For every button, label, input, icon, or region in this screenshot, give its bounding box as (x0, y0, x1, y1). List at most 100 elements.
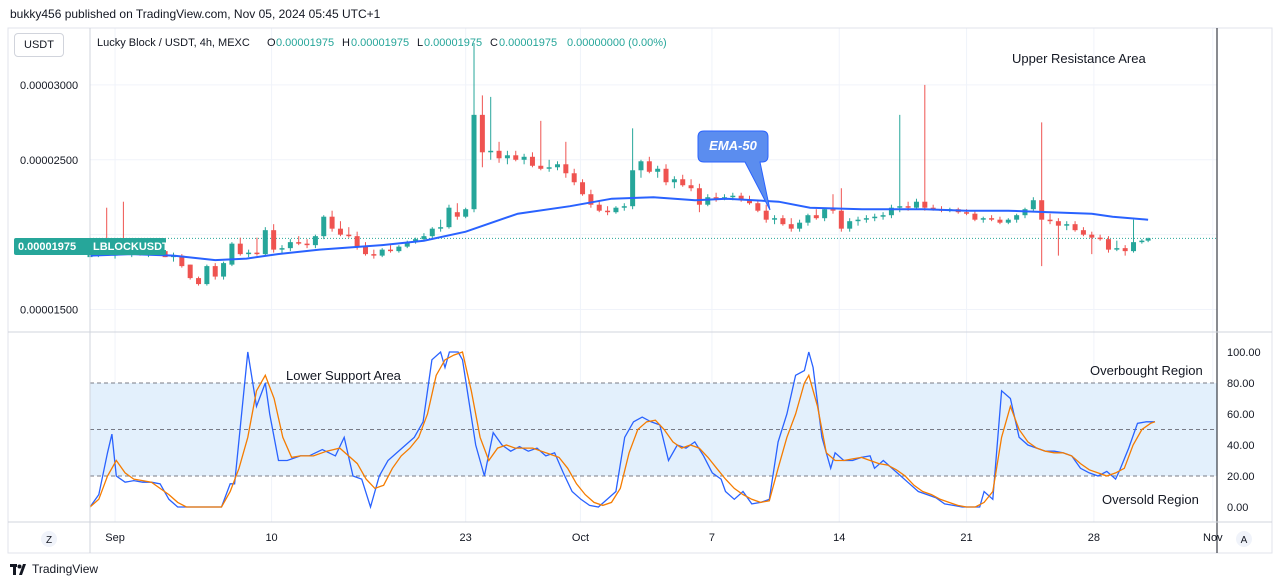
candle (337, 221, 343, 237)
candle (972, 210, 978, 222)
x-tick-label: 23 (460, 532, 472, 544)
legend-c-label: C (490, 37, 498, 49)
x-tick-label: 28 (1088, 532, 1100, 544)
ema-50-line (89, 196, 1149, 262)
log-scale-corner[interactable]: Z (41, 531, 57, 547)
candle (630, 128, 636, 210)
candle (1089, 231, 1095, 255)
overbought-label: Overbought Region (1090, 363, 1203, 378)
candle (813, 209, 819, 220)
auto-scale-corner[interactable]: A (1236, 531, 1252, 547)
candle (580, 179, 586, 196)
candle (463, 207, 469, 219)
legend-h-value: 0.00001975 (351, 37, 409, 49)
candle (304, 239, 310, 249)
price-tick-label: 0.00003000 (20, 80, 78, 92)
candle (1022, 207, 1028, 219)
x-tick-label: Sep (105, 532, 125, 544)
candle (488, 96, 494, 160)
candle (1114, 240, 1120, 252)
brand-text: TradingView (32, 562, 99, 576)
x-tick-label: 7 (709, 532, 715, 544)
candle (346, 227, 352, 238)
candle (1064, 221, 1070, 231)
candle (438, 219, 444, 232)
candle (221, 261, 227, 280)
candle (312, 234, 318, 249)
ema-callout-label: EMA-50 (709, 138, 757, 153)
candle (1055, 218, 1061, 256)
candle (763, 204, 769, 223)
candle (362, 242, 368, 256)
candle (1105, 236, 1111, 253)
candle (521, 153, 527, 165)
candle (613, 206, 619, 214)
price-tick-label: 0.00001500 (20, 305, 78, 317)
price-tag-ticker: LBLOCKUSDT (93, 241, 169, 253)
legend-h-label: H (342, 37, 350, 49)
candle (1039, 122, 1045, 267)
candle (655, 165, 661, 178)
candle (922, 84, 928, 211)
price-tick-label: 0.00002500 (20, 155, 78, 167)
candle (571, 168, 577, 186)
oscillator-tick-label: 20.00 (1227, 471, 1255, 483)
candle (1131, 219, 1137, 253)
candle (772, 215, 778, 225)
candle (855, 216, 861, 226)
candle (1014, 213, 1020, 223)
candle (638, 159, 644, 178)
candle (605, 206, 611, 216)
left-corner-label: Z (46, 535, 52, 546)
candle (279, 245, 285, 255)
candle (246, 249, 252, 258)
candle (1080, 227, 1086, 237)
candle (429, 227, 435, 240)
stoch-k-line (89, 350, 1155, 510)
candle (454, 203, 460, 220)
candle (847, 218, 853, 232)
price-tag: 0.00001975 LBLOCKUSDT (14, 238, 169, 255)
candle (755, 200, 761, 213)
chart-frame (7, 27, 1273, 554)
currency-button[interactable]: USDT (14, 33, 64, 57)
candle (1030, 197, 1036, 213)
legend-l-value: 0.00001975 (424, 37, 482, 49)
candle (646, 156, 652, 174)
candle (563, 141, 569, 178)
candle (913, 198, 919, 210)
candle (379, 248, 385, 258)
candle (1005, 218, 1011, 225)
legend-o-value: 0.00001975 (276, 37, 334, 49)
candle (187, 264, 193, 280)
legend-change: 0.00000000 (0.00%) (567, 37, 667, 49)
candle (479, 95, 485, 168)
candle (546, 159, 552, 172)
candle (287, 239, 293, 252)
candle (838, 188, 844, 232)
candle (196, 276, 202, 286)
candle (1139, 239, 1145, 244)
candle (880, 212, 886, 220)
ema-line (89, 196, 1149, 262)
oscillator-tick-label: 60.00 (1227, 409, 1255, 421)
candle (663, 164, 669, 186)
candle (680, 174, 686, 187)
candle (822, 207, 828, 222)
candle (671, 176, 677, 189)
candle (696, 183, 702, 213)
candle (538, 120, 544, 171)
tradingview-logo-icon (10, 563, 26, 575)
upper-resistance-label: Upper Resistance Area (1012, 51, 1146, 66)
candle (588, 189, 594, 208)
overbought-oversold-band (90, 382, 1217, 477)
candle (1097, 234, 1103, 241)
lower-support-label: Lower Support Area (286, 368, 402, 383)
candle (421, 233, 427, 241)
candles (87, 42, 1151, 286)
candle (989, 215, 995, 222)
candle (997, 216, 1003, 225)
legend-c-value: 0.00001975 (499, 37, 557, 49)
published-line: bukky456 published on TradingView.com, N… (10, 7, 381, 21)
